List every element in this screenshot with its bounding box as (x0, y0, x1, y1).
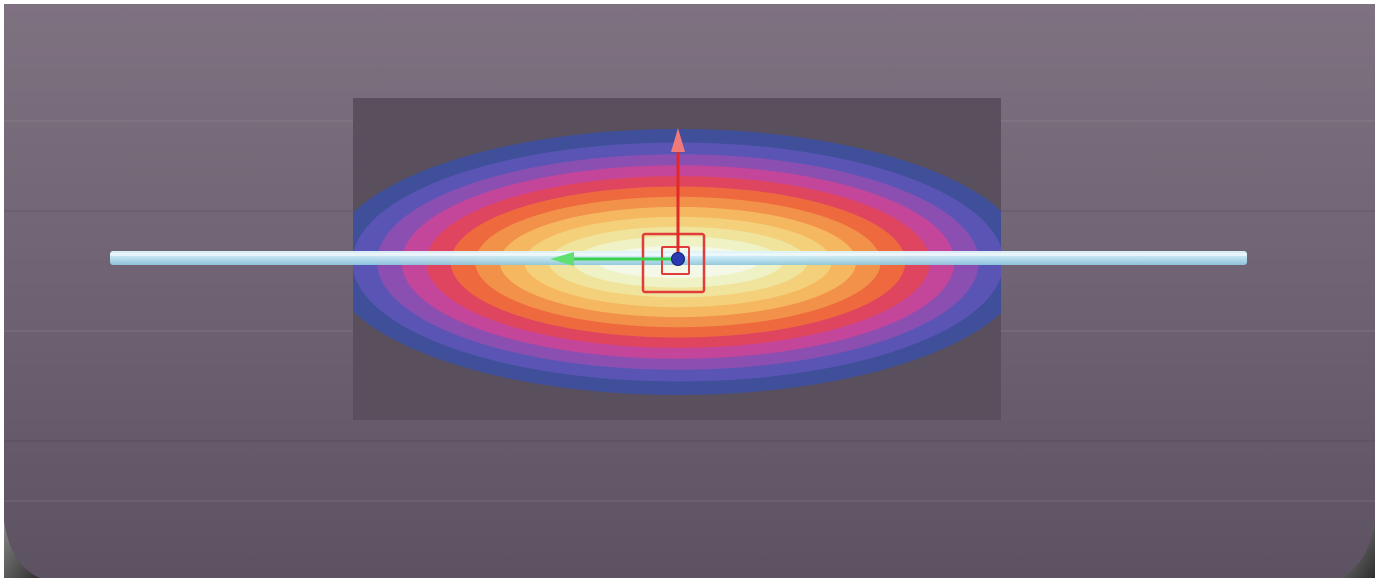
selection-box-outer[interactable] (641, 232, 706, 294)
viewport-corner-bottom-left (4, 520, 40, 578)
y-axis-arrow-icon[interactable] (671, 128, 685, 152)
viewport-corner-bottom-right (1339, 520, 1375, 578)
x-axis-arrow-icon[interactable] (550, 252, 574, 266)
pivot-point[interactable] (671, 252, 685, 266)
transform-gizmo[interactable] (550, 128, 706, 294)
